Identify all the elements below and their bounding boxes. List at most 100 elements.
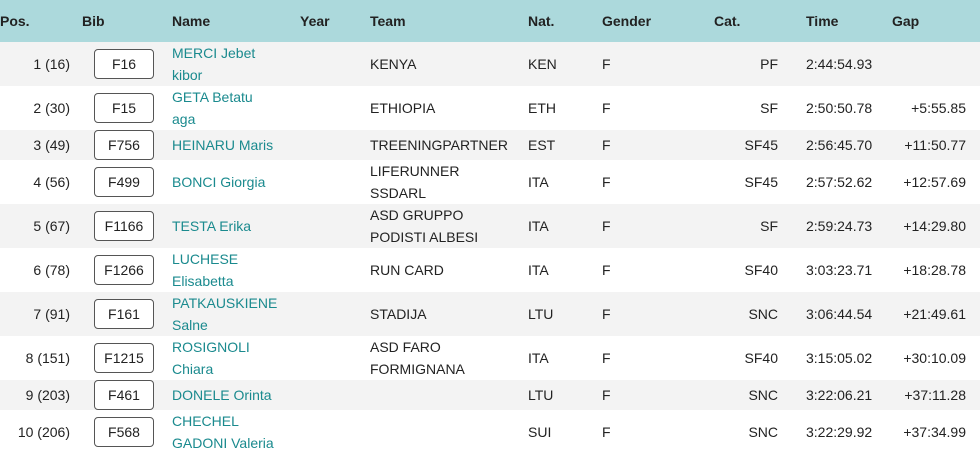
pos-cell: 6 (78): [0, 248, 82, 292]
name-cell: PATKAUSKIENE Salne: [172, 292, 300, 336]
cat-cell: SNC: [748, 387, 778, 403]
athlete-name-link[interactable]: GETA Betatu aga: [172, 89, 253, 127]
athlete-name-link[interactable]: ROSIGNOLI Chiara: [172, 339, 250, 377]
athlete-name-link[interactable]: LUCHESE Elisabetta: [172, 251, 239, 289]
bib-cell: F499: [82, 160, 172, 204]
year-cell: [300, 292, 370, 336]
bib-badge: F756: [94, 130, 154, 160]
nat-cell: SUI: [528, 424, 552, 440]
time-cell: 3:15:05.02: [806, 350, 873, 366]
header-gap[interactable]: Gap: [892, 13, 920, 29]
gender-cell: F: [602, 262, 611, 278]
time-cell: 3:22:06.21: [806, 387, 873, 403]
time-cell: 2:59:24.73: [806, 218, 873, 234]
time-cell: 2:50:50.78: [806, 100, 873, 116]
cat-cell: SF40: [744, 350, 778, 366]
gender-cell: F: [602, 424, 611, 440]
pos-cell: 5 (67): [0, 204, 82, 248]
bib-badge: F1215: [94, 343, 154, 373]
athlete-name-link[interactable]: TESTA Erika: [172, 218, 252, 234]
team-cell: ETHIOPIA: [370, 86, 528, 130]
pos-cell: 2 (30): [0, 86, 82, 130]
year-cell: [300, 86, 370, 130]
athlete-name-link[interactable]: CHECHEL GADONI Valeria: [172, 413, 274, 451]
pos-cell: 3 (49): [0, 130, 82, 160]
year-cell: [300, 336, 370, 380]
time-cell: 2:44:54.93: [806, 56, 873, 72]
team: ASD FARO FORMIGNANA: [370, 339, 465, 377]
header-time[interactable]: Time: [806, 13, 839, 29]
name-cell: DONELE Orinta: [172, 380, 300, 410]
cat-cell: SF45: [744, 174, 778, 190]
header-bib[interactable]: Bib: [82, 13, 105, 29]
gap-cell: +18:28.78: [903, 262, 966, 278]
cat-cell: PF: [760, 56, 778, 72]
nat-cell: LTU: [528, 387, 554, 403]
gender-cell: F: [602, 174, 611, 190]
bib-cell: F1215: [82, 336, 172, 380]
cat-cell: SF: [760, 100, 778, 116]
bib-cell: F161: [82, 292, 172, 336]
athlete-name-link[interactable]: DONELE Orinta: [172, 387, 272, 403]
cat-cell: SF45: [744, 137, 778, 153]
year-cell: [300, 160, 370, 204]
header-nat[interactable]: Nat.: [528, 13, 555, 29]
nat-cell: LTU: [528, 306, 554, 322]
nat-cell: KEN: [528, 56, 557, 72]
athlete-name-link[interactable]: PATKAUSKIENE Salne: [172, 295, 278, 333]
table-row: 6 (78) F1266 LUCHESE Elisabetta RUN CARD ITA…: [0, 248, 980, 292]
header-cat[interactable]: Cat.: [714, 13, 741, 29]
team-cell: LIFERUNNER SSDARL: [370, 160, 528, 204]
bib-cell: F1166: [82, 204, 172, 248]
table-row: 4 (56) F499 BONCI Giorgia LIFERUNNER SSDARL…: [0, 160, 980, 204]
name-cell: ROSIGNOLI Chiara: [172, 336, 300, 380]
team-cell: ASD GRUPPO PODISTI ALBESI: [370, 204, 528, 248]
header-pos[interactable]: Pos.: [0, 13, 30, 29]
header-gender[interactable]: Gender: [602, 13, 652, 29]
table-header: Pos. Bib Name Year Team Nat. Gender Cat.…: [0, 0, 980, 42]
position: 9 (203): [25, 387, 70, 403]
athlete-name-link[interactable]: MERCI Jebet kibor: [172, 45, 256, 83]
gender-cell: F: [602, 218, 611, 234]
gap-cell: +11:50.77: [904, 137, 966, 153]
nat-cell: ITA: [528, 218, 549, 234]
bib-cell: F461: [82, 380, 172, 410]
bib-cell: F756: [82, 130, 172, 160]
gap-cell: +37:11.28: [904, 387, 966, 403]
header-team[interactable]: Team: [370, 13, 406, 29]
bib-cell: F15: [82, 86, 172, 130]
team-cell: ASD FARO FORMIGNANA: [370, 336, 528, 380]
gender-cell: F: [602, 306, 611, 322]
athlete-name-link[interactable]: HEINARU Maris: [172, 137, 274, 153]
gap-cell: +30:10.09: [903, 350, 966, 366]
gender-cell: F: [602, 350, 611, 366]
pos-cell: 1 (16): [0, 42, 82, 86]
time-cell: 3:03:23.71: [806, 262, 873, 278]
header-name[interactable]: Name: [172, 13, 211, 29]
table-row: 5 (67) F1166 TESTA Erika ASD GRUPPO PODISTI…: [0, 204, 980, 248]
year-cell: [300, 248, 370, 292]
gap-cell: +14:29.80: [903, 218, 966, 234]
name-cell: TESTA Erika: [172, 204, 300, 248]
athlete-name-link[interactable]: BONCI Giorgia: [172, 174, 266, 190]
table-row: 7 (91) F161 PATKAUSKIENE Salne STADIJA LTU F S…: [0, 292, 980, 336]
gap-cell: +37:34.99: [903, 424, 966, 440]
team: ASD GRUPPO PODISTI ALBESI: [370, 207, 479, 245]
gender-cell: F: [602, 56, 611, 72]
position: 6 (78): [33, 262, 70, 278]
team-cell: RUN CARD: [370, 248, 528, 292]
nat-cell: ETH: [528, 100, 556, 116]
name-cell: GETA Betatu aga: [172, 86, 300, 130]
bib-badge: F461: [94, 380, 154, 410]
team-cell: [370, 410, 528, 454]
team-cell: TREENINGPARTNER: [370, 130, 528, 160]
table-row: 3 (49) F756 HEINARU Maris TREENINGPARTNER ES…: [0, 130, 980, 160]
team: ETHIOPIA: [370, 100, 436, 116]
team: TREENINGPARTNER: [370, 137, 508, 153]
position: 1 (16): [33, 56, 70, 72]
team: KENYA: [370, 56, 417, 72]
team-cell: STADIJA: [370, 292, 528, 336]
team-cell: KENYA: [370, 42, 528, 86]
header-year[interactable]: Year: [300, 13, 330, 29]
